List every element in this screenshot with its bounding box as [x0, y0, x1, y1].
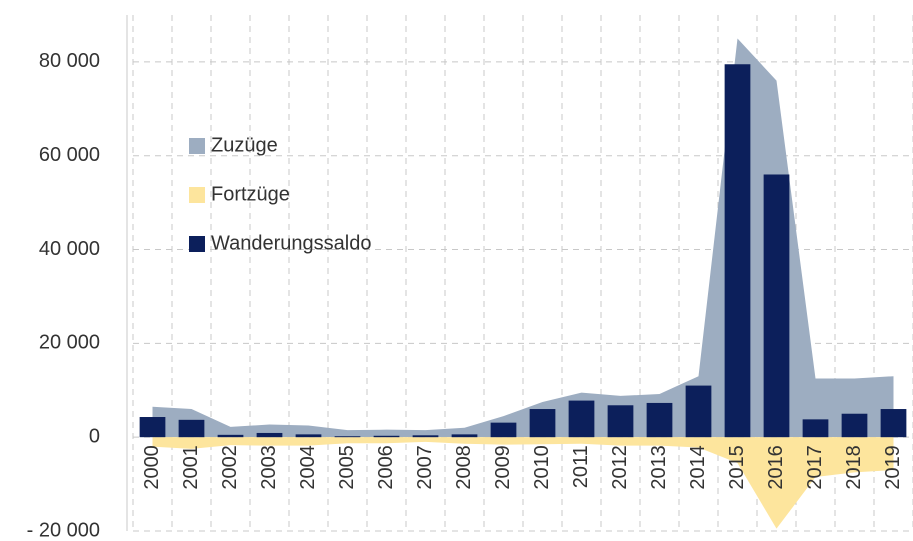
- y-tick-label: 20 000: [39, 332, 100, 354]
- x-tick-label: 2001: [180, 445, 202, 490]
- bar: [685, 385, 712, 438]
- x-tick-label: 2013: [648, 445, 670, 490]
- legend-label: Wanderungssaldo: [211, 232, 371, 254]
- y-tick-label: 80 000: [39, 50, 100, 72]
- legend-label: Fortzüge: [211, 183, 290, 205]
- bar: [724, 64, 751, 438]
- bar: [412, 435, 439, 438]
- bar: [880, 409, 907, 438]
- legend-swatch: [189, 236, 205, 252]
- x-tick-label: 2004: [297, 445, 319, 490]
- y-tick-label: - 20 000: [27, 519, 100, 541]
- bar: [217, 434, 244, 438]
- x-tick-label: 2019: [882, 445, 904, 490]
- bar: [373, 435, 400, 438]
- x-tick-label: 2011: [570, 445, 592, 488]
- legend-swatch: [189, 187, 205, 203]
- x-tick-label: 2000: [141, 445, 163, 490]
- x-tick-label: 2002: [219, 445, 241, 490]
- x-tick-label: 2018: [843, 445, 865, 490]
- x-tick-label: 2014: [687, 445, 709, 490]
- x-tick-label: 2016: [765, 445, 787, 490]
- bar: [334, 436, 361, 438]
- legend-label: Zuzüge: [211, 134, 278, 156]
- y-tick-label: 0: [89, 425, 100, 447]
- bar: [490, 422, 517, 438]
- bar: [451, 434, 478, 438]
- bar: [802, 419, 829, 438]
- area: [152, 437, 894, 529]
- bar: [646, 402, 673, 438]
- bar: [568, 400, 595, 438]
- x-tick-label: 2009: [492, 445, 514, 490]
- x-tick-label: 2003: [258, 445, 280, 490]
- y-tick-label: 40 000: [39, 238, 100, 260]
- x-tick-label: 2005: [336, 445, 358, 490]
- bar: [841, 413, 868, 438]
- bar: [178, 419, 205, 438]
- x-tick-label: 2007: [414, 445, 436, 490]
- bar: [607, 405, 634, 438]
- bar: [256, 432, 283, 438]
- y-tick-label: 60 000: [39, 144, 100, 166]
- x-tick-label: 2010: [531, 445, 553, 490]
- x-tick-label: 2015: [726, 445, 748, 490]
- bar: [295, 434, 322, 438]
- x-tick-label: 2006: [375, 445, 397, 490]
- bar: [529, 409, 556, 438]
- bar: [139, 417, 166, 438]
- legend-swatch: [189, 138, 205, 154]
- x-tick-label: 2008: [453, 445, 475, 490]
- x-tick-label: 2012: [609, 445, 631, 490]
- bar: [763, 174, 790, 438]
- area: [152, 38, 894, 438]
- x-tick-label: 2017: [804, 445, 826, 490]
